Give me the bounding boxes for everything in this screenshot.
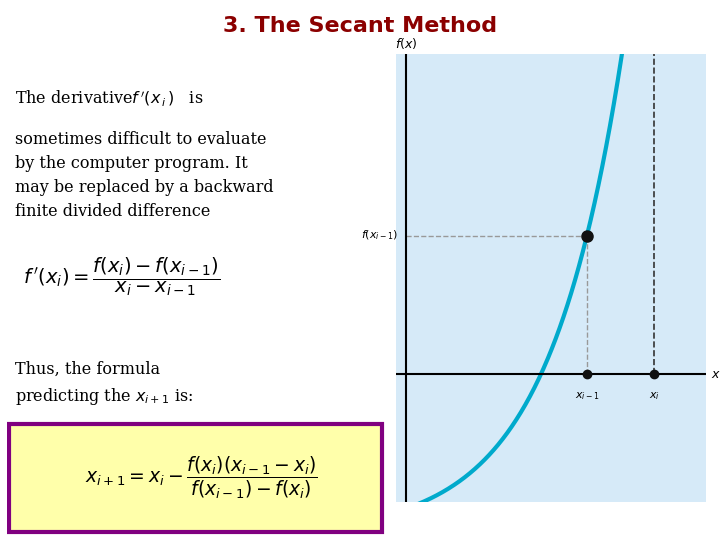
Text: $x_{i+1} = x_i - \dfrac{f(x_i)(x_{i-1} - x_i)}{f(x_{i-1}) - f(x_i)}$: $x_{i+1} = x_i - \dfrac{f(x_i)(x_{i-1} -… <box>85 455 318 502</box>
Text: $f^{\,\prime}(x_i) = \dfrac{f(x_i) - f(x_{i-1})}{x_i - x_{i-1}}$: $f^{\,\prime}(x_i) = \dfrac{f(x_i) - f(x… <box>23 255 220 298</box>
Text: $x_{i-1}$: $x_{i-1}$ <box>575 390 599 402</box>
Text: $x$: $x$ <box>711 368 720 381</box>
Text: sometimes difficult to evaluate
by the computer program. It
may be replaced by a: sometimes difficult to evaluate by the c… <box>15 131 274 220</box>
Text: Thus, the formula
predicting the $x_{i+1}$ is:: Thus, the formula predicting the $x_{i+1… <box>15 361 193 407</box>
Text: $f(x_{i-1})$: $f(x_{i-1})$ <box>361 229 399 242</box>
Text: $x_i$: $x_i$ <box>649 390 660 402</box>
Text: The derivative$f^{\,\prime}(x_{\,i}\,)$   is: The derivative$f^{\,\prime}(x_{\,i}\,)$ … <box>15 88 204 108</box>
FancyBboxPatch shape <box>9 424 382 532</box>
Text: 3. The Secant Method: 3. The Secant Method <box>223 16 497 36</box>
Text: $f(x)$: $f(x)$ <box>395 36 418 51</box>
